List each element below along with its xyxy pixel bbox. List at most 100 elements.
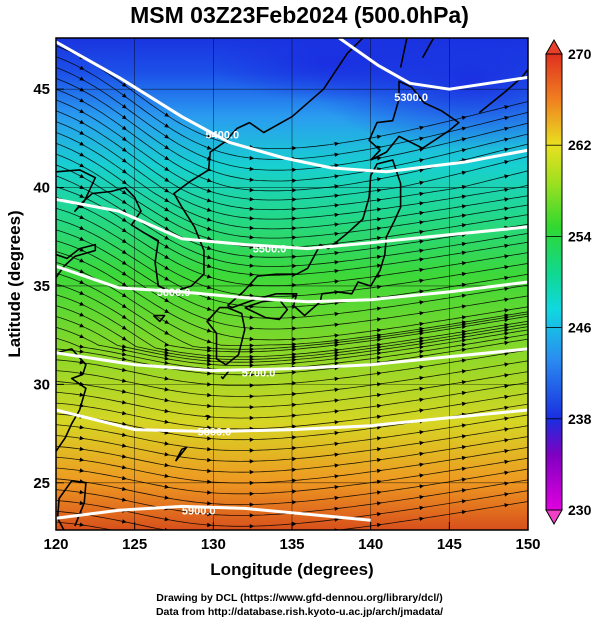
streamline-arrow (419, 267, 425, 273)
streamline-arrow (121, 352, 127, 357)
streamline (56, 468, 528, 506)
streamline-arrow (121, 136, 127, 141)
streamline-arrow (292, 381, 297, 386)
streamline-arrow (249, 383, 255, 388)
streamline-arrow (206, 306, 212, 311)
streamline-arrow (79, 98, 85, 103)
streamline (56, 77, 528, 182)
streamline-arrow (376, 306, 382, 311)
streamline-arrow (206, 188, 212, 193)
streamline (56, 186, 528, 276)
streamline-arrow (79, 225, 85, 230)
streamline-arrow (207, 392, 212, 398)
contour-label: 5800.0 (198, 427, 232, 439)
streamline-arrow (121, 389, 127, 394)
streamline-arrow (419, 278, 425, 283)
streamline-arrow (461, 369, 467, 374)
streamline-arrow (292, 342, 297, 347)
streamline-arrow (121, 303, 127, 309)
streamline-arrow (376, 134, 382, 139)
streamline (56, 338, 528, 376)
y-tick-label: 40 (33, 180, 50, 197)
streamline-arrow (419, 191, 425, 197)
contour-label: 5400.0 (206, 129, 240, 141)
colorbar: 270 262 254 246 238 230 (545, 38, 592, 526)
streamline-arrow (461, 466, 467, 471)
streamline-arrow (419, 311, 425, 316)
streamline-arrow (334, 333, 340, 338)
streamline-arrow (419, 300, 425, 305)
streamline-arrow (461, 329, 467, 335)
streamline-arrow (292, 146, 297, 151)
streamline-arrow (206, 295, 212, 301)
streamline-arrow (292, 178, 297, 183)
streamline-arrow (79, 152, 85, 157)
streamline-arrow (504, 449, 510, 454)
streamline-arrow (121, 344, 127, 349)
streamline-arrow (419, 158, 425, 163)
streamline-arrow (461, 137, 467, 142)
streamline-arrow (376, 447, 382, 452)
coastline (368, 80, 460, 161)
streamline-arrow (376, 333, 382, 338)
x-tick-label: 140 (358, 536, 383, 553)
streamline-arrow (376, 156, 382, 161)
streamline-arrow (334, 361, 340, 366)
streamline-arrow (419, 473, 425, 478)
streamline-arrow (334, 441, 340, 447)
colorbar-tick-label: 238 (568, 411, 592, 427)
streamline-arrow (249, 502, 255, 507)
streamline-arrow (121, 249, 127, 254)
streamline-arrow (461, 223, 467, 228)
streamline-arrow (206, 198, 212, 203)
streamline-arrow (292, 315, 297, 320)
y-tick-label: 25 (33, 475, 50, 492)
streamline-arrow (461, 390, 467, 396)
streamline-arrow (504, 235, 510, 240)
streamline-arrow (419, 451, 425, 457)
streamline-arrow (207, 501, 212, 506)
streamline-arrow (164, 197, 170, 202)
streamline-arrow (164, 387, 170, 392)
streamline-arrow (461, 455, 467, 461)
streamline-arrow (504, 427, 510, 432)
streamline-arrow (461, 213, 467, 218)
streamline-arrow (121, 147, 127, 152)
streamline-arrow (376, 382, 382, 387)
streamline-arrow (461, 170, 467, 175)
streamline-arrow (504, 206, 510, 211)
streamline-arrow (292, 446, 297, 451)
streamline-arrow (207, 457, 212, 463)
streamline-arrow (504, 416, 510, 421)
streamline-arrow (461, 499, 467, 504)
streamline-arrow (419, 376, 425, 381)
streamline-arrow (207, 382, 212, 387)
streamline-arrow (292, 391, 297, 397)
streamline-arrow (207, 447, 212, 452)
streamline-arrow (164, 408, 170, 414)
streamline-arrow (79, 141, 85, 146)
streamline-arrow (504, 187, 510, 192)
streamline-arrow (249, 415, 255, 421)
streamline-arrow (249, 166, 255, 172)
streamline-arrow (164, 495, 170, 500)
streamline-arrow (121, 199, 127, 204)
streamline-arrow (334, 311, 340, 317)
coastline (399, 38, 408, 68)
streamline-arrow (249, 459, 255, 464)
streamline-arrow (121, 93, 127, 98)
streamline-arrow (79, 258, 85, 263)
streamline-arrow (164, 360, 170, 365)
streamline-arrow (206, 156, 212, 161)
streamline-arrow (461, 445, 467, 450)
streamline-arrow (164, 462, 170, 468)
streamline (56, 414, 528, 451)
streamline-arrow (121, 325, 127, 330)
streamline-arrow (504, 340, 510, 346)
streamline-arrow (206, 317, 212, 322)
streamline-arrow (249, 216, 255, 221)
streamline-arrow (249, 272, 255, 277)
streamline-arrow (376, 274, 382, 279)
streamline-arrow (165, 539, 170, 543)
contour-line (56, 347, 528, 373)
